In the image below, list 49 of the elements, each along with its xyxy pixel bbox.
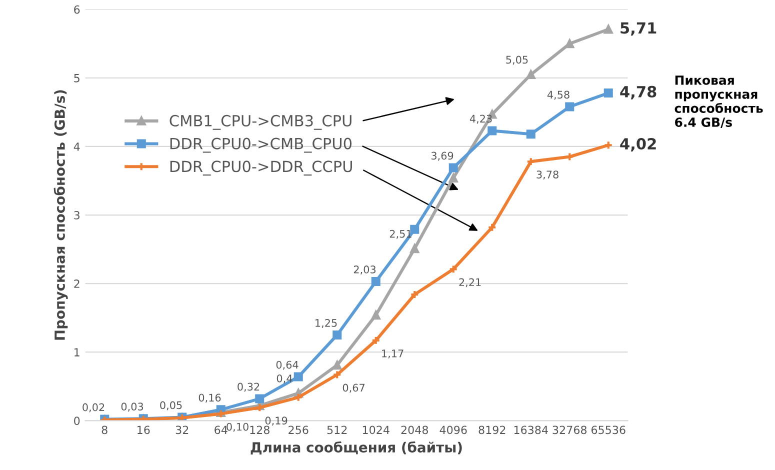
data-label: 2,03 xyxy=(354,266,376,274)
data-label: 4,23 xyxy=(470,114,492,124)
y-tick-label: 2 xyxy=(74,280,80,288)
x-tick-label: 16384 xyxy=(514,426,548,434)
x-tick-label: 128 xyxy=(250,426,270,434)
x-tick-label: 8192 xyxy=(478,426,506,434)
data-label: 3,69 xyxy=(431,152,454,161)
data-label: 4,58 xyxy=(547,90,570,100)
data-label: 0,64 xyxy=(276,360,298,370)
data-label: 0,67 xyxy=(342,384,364,393)
data-label: 2,21 xyxy=(459,278,481,288)
x-tick-label: 64 xyxy=(214,426,228,434)
data-label: 1,25 xyxy=(316,319,337,328)
data-label: 3,78 xyxy=(536,170,558,180)
y-tick-label: 3 xyxy=(74,211,80,220)
y-tick-label: 4 xyxy=(74,142,80,151)
x-tick-label: 1024 xyxy=(362,426,390,434)
y-tick-label: 6 xyxy=(74,5,80,14)
y-tick-label: 1 xyxy=(74,348,80,356)
data-label: 0,19 xyxy=(265,416,288,426)
data-label: 1,17 xyxy=(382,350,404,358)
data-label: 4,78 xyxy=(620,86,656,100)
legend-label: DDR_CPU0->DDR_CCPU xyxy=(170,160,352,176)
data-label: 0,4 xyxy=(276,374,292,384)
data-label: 0,02 xyxy=(82,403,104,412)
x-tick-label: 32768 xyxy=(552,426,587,434)
legend-label: CMB1_CPU->CMB3_CPU xyxy=(170,114,352,130)
data-label: 0,10 xyxy=(226,422,248,432)
x-tick-label: 65536 xyxy=(591,426,626,434)
x-tick-label: 4096 xyxy=(440,426,467,434)
data-label: 0,32 xyxy=(238,382,260,392)
y-axis-title: Пропускная способность (GB/s) xyxy=(54,90,68,340)
x-tick-label: 32 xyxy=(176,426,188,434)
legend-label: DDR_CPU0->CMB_CPU0 xyxy=(170,138,352,153)
data-label: 0,05 xyxy=(160,401,182,410)
data-label: 4,02 xyxy=(620,138,656,152)
x-tick-label: 16 xyxy=(138,426,150,434)
y-tick-label: 5 xyxy=(74,74,80,82)
x-tick-label: 8 xyxy=(102,426,108,434)
data-label: 5,05 xyxy=(506,56,528,65)
x-tick-label: 512 xyxy=(327,426,347,434)
data-label: 0,03 xyxy=(121,402,144,412)
x-tick-label: 256 xyxy=(288,426,308,434)
data-label: 0,16 xyxy=(198,394,221,403)
x-axis-title: Длина сообщения (байты) xyxy=(250,441,462,455)
data-label: 5,71 xyxy=(620,22,656,36)
y-tick-label: 0 xyxy=(74,416,80,426)
text: Пиковая пропускная способность 6.4 GB/s xyxy=(674,76,763,128)
x-tick-label: 2048 xyxy=(401,426,428,434)
